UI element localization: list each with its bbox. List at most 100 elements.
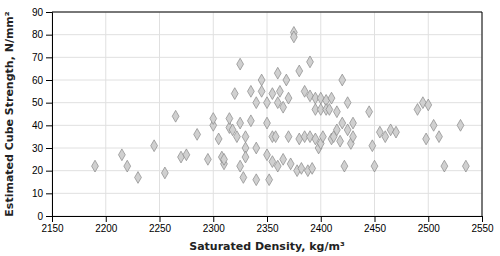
tick-mark — [213, 216, 214, 222]
point — [237, 58, 244, 70]
point — [135, 172, 142, 184]
frame-line — [482, 12, 483, 216]
tick: 2450 — [364, 216, 387, 234]
point — [269, 88, 276, 100]
point — [371, 160, 378, 172]
tick-mark — [46, 35, 52, 36]
point — [393, 126, 400, 138]
point — [419, 97, 426, 109]
point — [226, 113, 233, 125]
point — [339, 117, 346, 129]
tick-mark — [375, 216, 376, 222]
point — [369, 140, 376, 152]
tick-label: 0 — [37, 211, 43, 222]
point — [258, 74, 265, 86]
point — [221, 153, 228, 165]
point — [253, 142, 260, 154]
tick-label: 50 — [32, 97, 44, 108]
point — [237, 117, 244, 129]
chart: 2150220022502300235024002450250025500102… — [0, 0, 500, 256]
point — [285, 131, 292, 143]
point — [414, 104, 421, 116]
tick: 2400 — [310, 216, 333, 234]
tick: 70 — [32, 52, 52, 63]
point — [436, 131, 443, 143]
point — [350, 117, 357, 129]
point — [285, 92, 292, 104]
tick-label: 20 — [32, 165, 44, 176]
points — [92, 27, 470, 186]
point — [247, 85, 254, 97]
point — [341, 160, 348, 172]
grid-line — [159, 12, 160, 216]
tick-label: 80 — [32, 29, 44, 40]
tick: 80 — [32, 29, 52, 40]
point — [382, 131, 389, 143]
tick: 20 — [32, 165, 52, 176]
tick: 30 — [32, 143, 52, 154]
point — [307, 90, 314, 102]
point — [280, 153, 287, 165]
point — [441, 160, 448, 172]
tick: 2250 — [149, 216, 172, 234]
tick-mark — [46, 148, 52, 149]
point — [457, 119, 464, 131]
tick-mark — [46, 80, 52, 81]
point — [280, 101, 287, 113]
point — [333, 106, 340, 118]
point — [290, 31, 297, 43]
tick-label: 2500 — [418, 223, 441, 234]
point — [194, 129, 201, 141]
point — [462, 160, 469, 172]
point — [296, 133, 303, 145]
tick: 2500 — [418, 216, 441, 234]
tick: 2300 — [203, 216, 226, 234]
tick-mark — [267, 216, 268, 222]
grid-line — [52, 170, 482, 171]
point — [337, 135, 344, 147]
point — [204, 153, 211, 165]
point — [242, 131, 249, 143]
tick-mark — [46, 125, 52, 126]
grid-line — [105, 12, 106, 216]
tick-label: 2550 — [471, 223, 494, 234]
frame-line — [52, 12, 482, 13]
point — [253, 174, 260, 186]
tick-label: 30 — [32, 143, 44, 154]
point — [231, 88, 238, 100]
x-axis-label: Saturated Density, kg/m³ — [189, 240, 345, 253]
point — [242, 151, 249, 163]
tick-mark — [428, 216, 429, 222]
tick: 2550 — [471, 216, 494, 234]
tick: 90 — [32, 7, 52, 18]
tick-label: 2200 — [95, 223, 118, 234]
point — [172, 110, 179, 122]
tick-label: 90 — [32, 7, 44, 18]
y-axis-label: Estimated Cube Strength, N/mm² — [3, 11, 16, 216]
point — [328, 92, 335, 104]
point — [264, 117, 271, 129]
tick-mark — [46, 193, 52, 194]
point — [425, 99, 432, 111]
point — [266, 174, 273, 186]
grid-line — [52, 57, 482, 58]
point — [161, 167, 168, 179]
tick-mark — [106, 216, 107, 222]
grid — [52, 12, 482, 216]
tick-mark — [46, 216, 52, 217]
point — [264, 149, 271, 161]
point — [423, 133, 430, 145]
point — [298, 163, 305, 175]
tick-label: 2300 — [203, 223, 226, 234]
y-axis: 0102030405060708090 — [32, 7, 53, 222]
point — [215, 133, 222, 145]
point — [151, 140, 158, 152]
point — [317, 92, 324, 104]
grid-line — [52, 12, 482, 13]
point — [237, 160, 244, 172]
point — [339, 74, 346, 86]
tick: 2150 — [41, 216, 64, 234]
point — [366, 106, 373, 118]
tick: 0 — [37, 211, 52, 222]
tick-mark — [46, 12, 52, 13]
